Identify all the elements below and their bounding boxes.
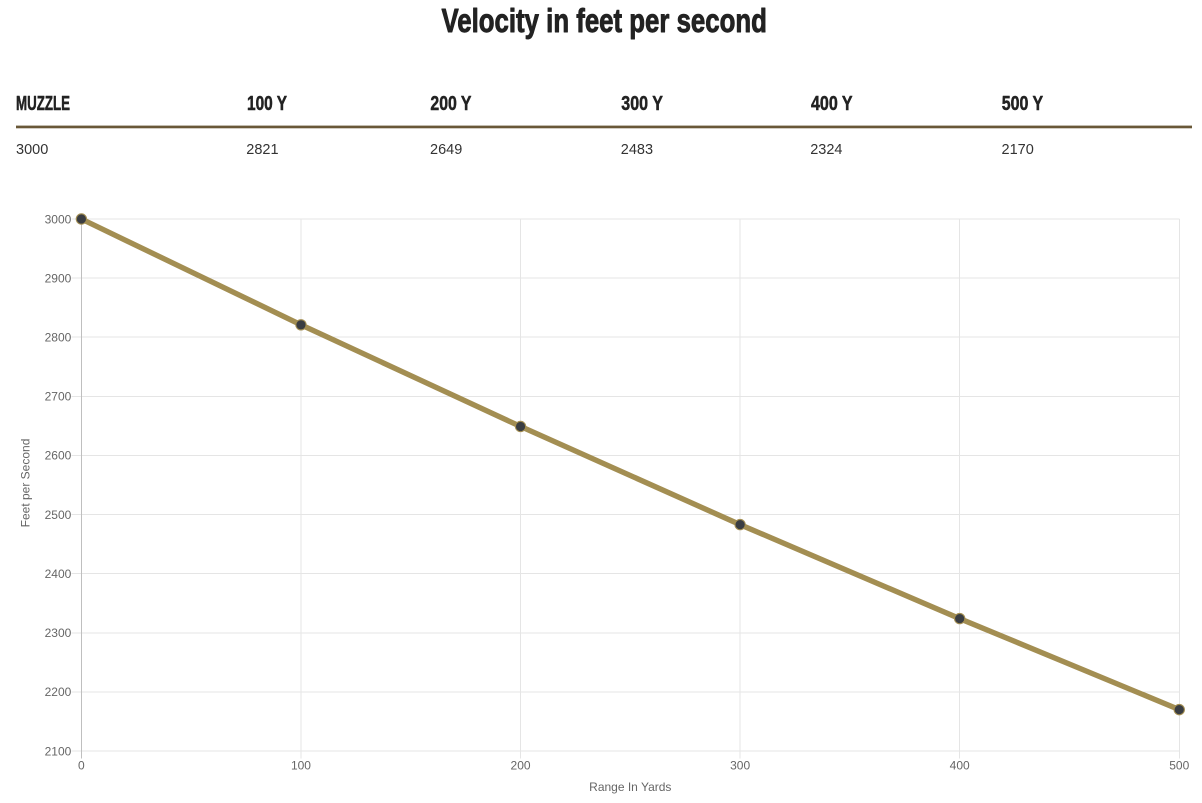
svg-text:100: 100: [291, 759, 311, 773]
svg-text:2700: 2700: [45, 390, 72, 404]
svg-text:100 Y: 100 Y: [247, 93, 288, 115]
svg-text:2800: 2800: [45, 331, 72, 345]
svg-text:300 Y: 300 Y: [621, 93, 663, 115]
svg-text:2400: 2400: [45, 567, 72, 581]
svg-text:400: 400: [950, 759, 970, 773]
svg-text:2100: 2100: [45, 744, 72, 758]
svg-text:2600: 2600: [45, 449, 72, 463]
svg-text:200 Y: 200 Y: [430, 93, 472, 115]
svg-text:200: 200: [511, 759, 531, 773]
svg-text:Velocity in feet per second: Velocity in feet per second: [442, 2, 767, 39]
svg-text:Feet per Second: Feet per Second: [18, 439, 32, 528]
svg-text:500: 500: [1169, 759, 1189, 773]
svg-text:3000: 3000: [45, 212, 72, 226]
svg-text:300: 300: [730, 759, 750, 773]
svg-text:2324: 2324: [810, 142, 842, 158]
svg-text:3000: 3000: [16, 142, 48, 158]
svg-text:500 Y: 500 Y: [1002, 93, 1044, 115]
svg-text:2170: 2170: [1002, 142, 1034, 158]
svg-text:2649: 2649: [430, 142, 462, 158]
svg-text:2500: 2500: [45, 508, 72, 522]
svg-text:MUZZLE: MUZZLE: [16, 93, 70, 115]
svg-text:2821: 2821: [246, 142, 278, 158]
svg-text:2900: 2900: [45, 271, 72, 285]
svg-text:Range In Yards: Range In Yards: [589, 780, 671, 794]
svg-text:0: 0: [78, 759, 85, 773]
svg-text:2483: 2483: [621, 142, 653, 158]
svg-text:400 Y: 400 Y: [811, 93, 853, 115]
svg-text:2200: 2200: [45, 685, 72, 699]
svg-text:2300: 2300: [45, 626, 72, 640]
